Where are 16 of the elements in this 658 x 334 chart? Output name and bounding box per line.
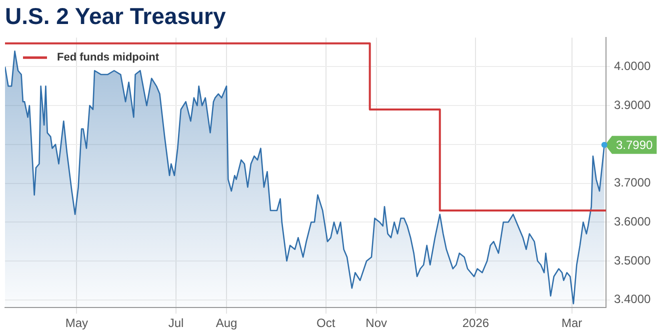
x-tick-label: 2026 [462,316,490,330]
y-tick-label: 3.4000 [614,292,652,306]
y-tick-label: 3.7000 [614,176,652,190]
y-tick-label: 4.0000 [614,59,652,74]
y-tick-label: 3.6000 [614,214,652,228]
x-tick-label: Oct [316,316,336,330]
annotation: 3.7990 [616,138,654,152]
y-tick-label: 3.9000 [614,98,652,112]
y-tick-label: 3.5000 [614,253,652,268]
chart-title: U.S. 2 Year Treasury [5,3,226,30]
legend-label: Fed funds midpoint [57,52,160,64]
x-tick-label: Jul [168,316,184,330]
x-tick-label: Nov [366,316,388,330]
x-tick-label: Mar [561,316,582,330]
x-tick-label: Aug [216,316,238,330]
x-tick-label: May [65,316,88,330]
